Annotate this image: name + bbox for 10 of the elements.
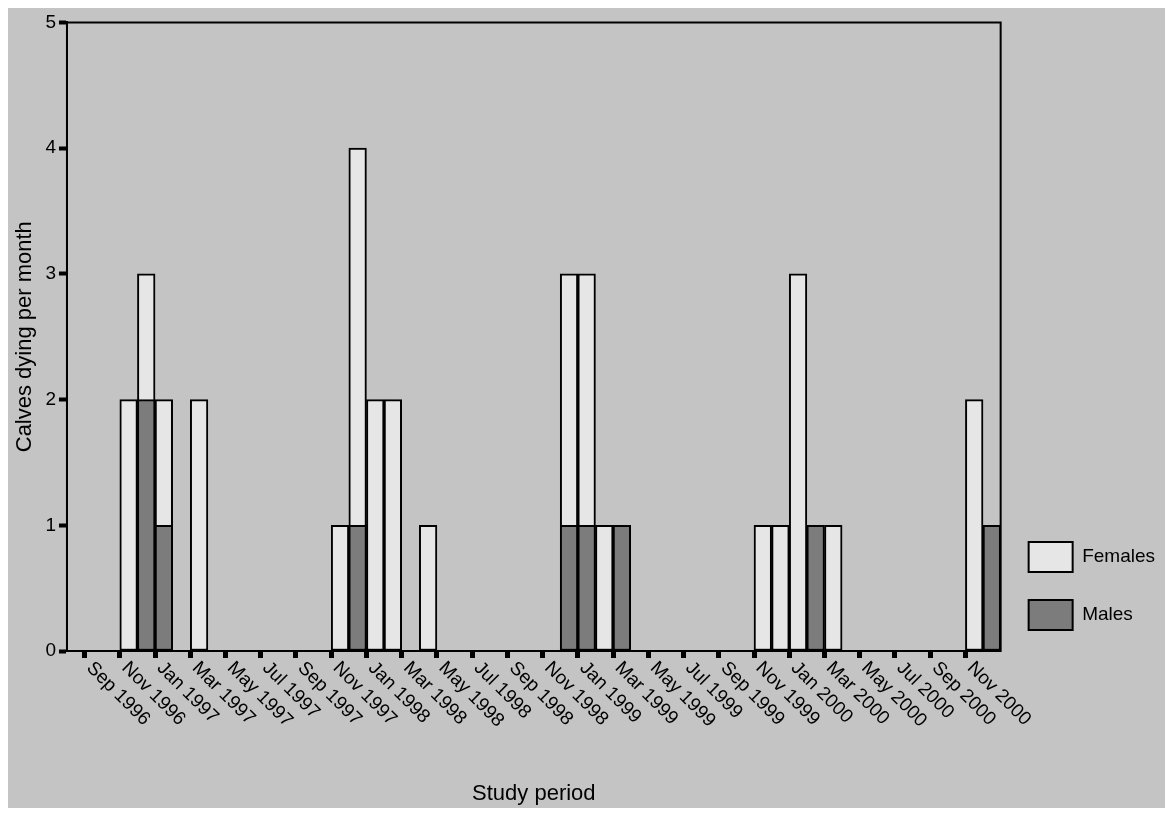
y-tick-label: 2 bbox=[45, 387, 56, 409]
y-tick-label: 3 bbox=[45, 262, 56, 284]
legend-label: Males bbox=[1082, 603, 1133, 625]
y-axis-title: Calves dying per month bbox=[11, 221, 37, 453]
x-axis-title: Study period bbox=[472, 780, 596, 805]
y-tick-label: 0 bbox=[45, 639, 56, 661]
y-tick-label: 5 bbox=[45, 10, 56, 32]
legend-label: Females bbox=[1082, 545, 1155, 567]
y-tick-label: 1 bbox=[45, 513, 56, 535]
y-tick-label: 4 bbox=[45, 136, 57, 158]
